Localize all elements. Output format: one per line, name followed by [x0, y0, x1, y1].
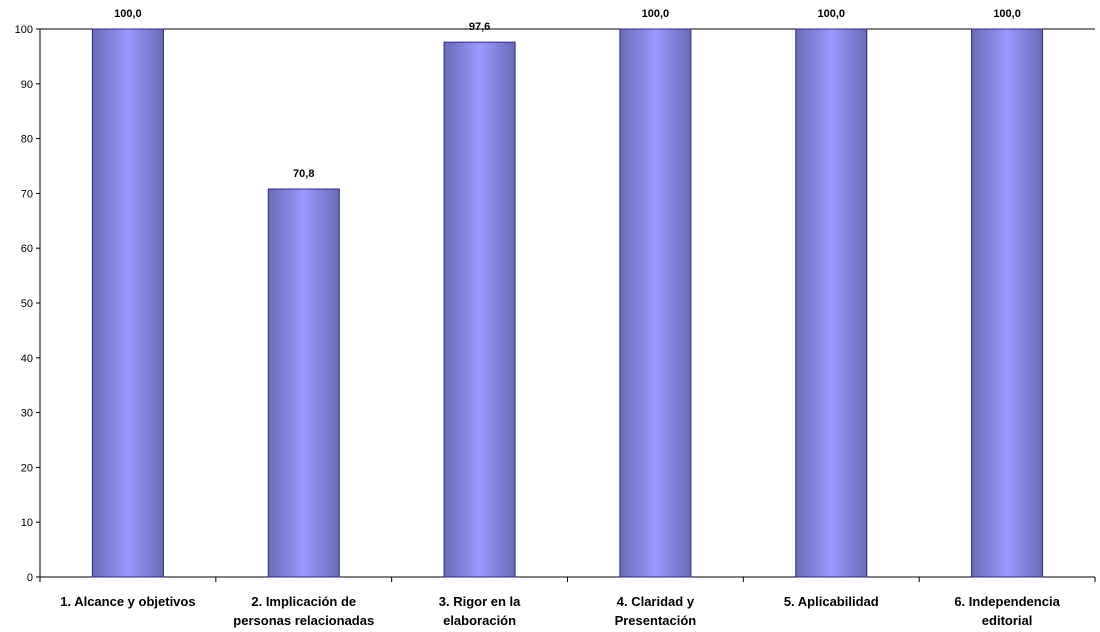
bar: [619, 28, 692, 578]
y-tick-label: 20: [21, 462, 33, 474]
x-category-label: 3. Rigor en la: [439, 594, 521, 609]
y-tick-label: 10: [21, 517, 33, 529]
x-category-label: elaboración: [443, 613, 516, 628]
y-tick-label: 30: [21, 408, 33, 420]
bar: [795, 28, 868, 578]
bar: [443, 41, 516, 578]
data-label: 100,0: [993, 8, 1021, 20]
data-label: 100,0: [817, 8, 845, 20]
y-tick-label: 0: [27, 572, 33, 584]
x-category-label: Presentación: [615, 613, 697, 628]
x-category-label: 1. Alcance y objetivos: [60, 594, 195, 609]
x-category-label: 2. Implicación de: [251, 594, 356, 609]
y-tick-label: 80: [21, 134, 33, 146]
y-tick-label: 70: [21, 188, 33, 200]
x-category-label: 4. Claridad y: [617, 594, 695, 609]
y-tick-label: 100: [15, 24, 33, 36]
y-tick-label: 90: [21, 79, 33, 91]
x-category-label: personas relacionadas: [233, 613, 374, 628]
bar: [267, 188, 340, 578]
bar: [91, 28, 164, 578]
bar: [971, 28, 1044, 578]
data-label: 97,6: [469, 21, 490, 33]
x-category-label: editorial: [982, 613, 1033, 628]
labels: 100,0 1. Alcance y objetivos 70,8 2. Implic…: [60, 8, 1060, 628]
data-label: 100,0: [642, 8, 670, 20]
data-label: 100,0: [114, 8, 142, 20]
x-category-label: 5. Aplicabilidad: [784, 594, 879, 609]
y-tick-label: 60: [21, 243, 33, 255]
axes: 0 10 20 30 40 50 60 70 80 90 100: [15, 24, 1096, 584]
y-tick-label: 50: [21, 298, 33, 310]
data-label: 70,8: [293, 168, 314, 180]
bars: [91, 28, 1044, 578]
x-category-label: 6. Independencia: [954, 594, 1060, 609]
y-tick-label: 40: [21, 353, 33, 365]
